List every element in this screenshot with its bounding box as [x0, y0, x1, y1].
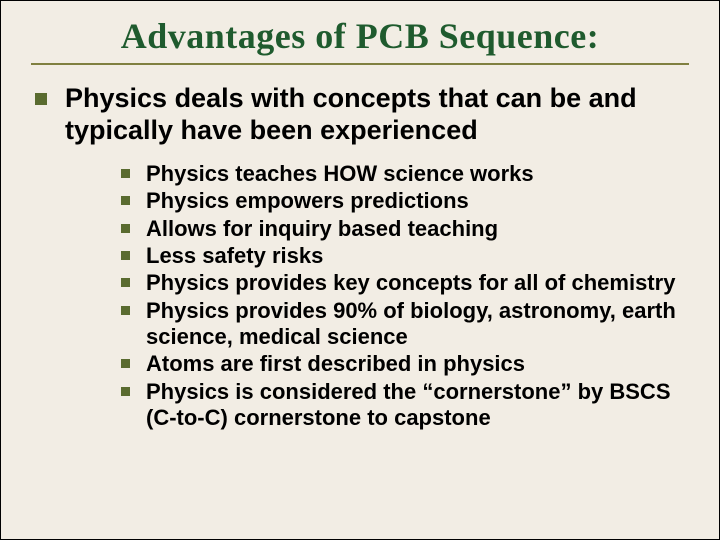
level2-text: Physics empowers predictions [146, 188, 469, 214]
slide-title: Advantages of PCB Sequence: [29, 15, 691, 57]
list-item: Physics is considered the “cornerstone” … [121, 379, 681, 432]
square-bullet-icon [121, 387, 130, 396]
list-item: Physics teaches HOW science works [121, 161, 681, 187]
level1-text: Physics deals with concepts that can be … [65, 83, 691, 147]
list-item: Less safety risks [121, 243, 681, 269]
square-bullet-icon [121, 251, 130, 260]
level2-text: Atoms are first described in physics [146, 351, 525, 377]
bullet-level1: Physics deals with concepts that can be … [35, 83, 691, 147]
square-bullet-icon [121, 196, 130, 205]
square-bullet-icon [121, 278, 130, 287]
bullet-level2-list: Physics teaches HOW science works Physic… [121, 161, 681, 432]
square-bullet-icon [121, 359, 130, 368]
slide: Advantages of PCB Sequence: Physics deal… [0, 0, 720, 540]
level2-text: Less safety risks [146, 243, 323, 269]
level2-text: Allows for inquiry based teaching [146, 216, 498, 242]
title-rule [31, 63, 689, 65]
level2-text: Physics provides key concepts for all of… [146, 270, 675, 296]
square-bullet-icon [121, 169, 130, 178]
list-item: Physics provides 90% of biology, astrono… [121, 298, 681, 351]
list-item: Physics provides key concepts for all of… [121, 270, 681, 296]
list-item: Allows for inquiry based teaching [121, 216, 681, 242]
list-item: Physics empowers predictions [121, 188, 681, 214]
level2-text: Physics is considered the “cornerstone” … [146, 379, 681, 432]
level2-text: Physics teaches HOW science works [146, 161, 534, 187]
level2-text: Physics provides 90% of biology, astrono… [146, 298, 681, 351]
square-bullet-icon [121, 306, 130, 315]
square-bullet-icon [121, 224, 130, 233]
list-item: Atoms are first described in physics [121, 351, 681, 377]
square-bullet-icon [35, 93, 47, 105]
